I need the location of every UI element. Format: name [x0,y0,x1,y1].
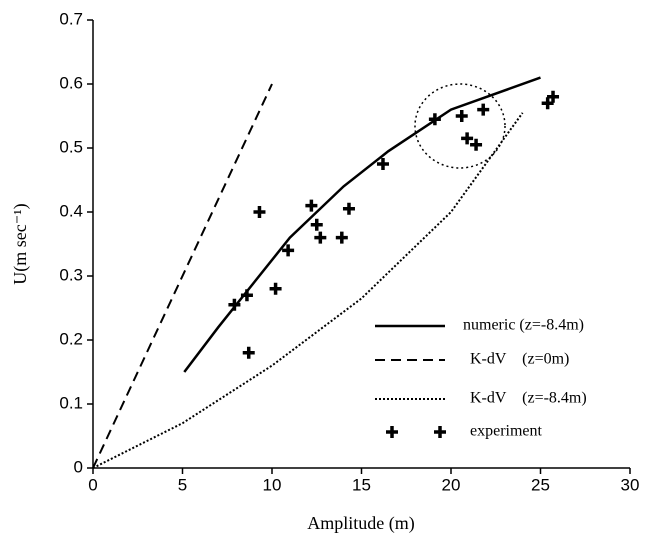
x-tick-label: 20 [442,475,461,494]
x-axis-label: Amplitude (m) [307,513,414,534]
y-tick-label: 0.1 [59,393,83,412]
y-tick-label: 0.7 [59,9,83,28]
y-axis-label: U(m sec⁻¹) [10,203,31,284]
series-line [92,112,524,469]
experiment-point [455,110,468,122]
y-tick-label: 0.6 [59,73,83,92]
experiment-point [310,218,323,231]
experiment-point [253,206,266,218]
legend-label: experiment [470,423,543,440]
experiment-point [305,199,318,212]
experiment-point [342,202,355,215]
legend-marker [386,426,398,438]
series-line [92,83,273,469]
highlight-circle [414,83,506,169]
legend-label: numeric (z=-8.4m) [463,317,584,334]
experiment-point [282,244,295,257]
experiment-point [314,231,327,244]
experiment-point [269,282,282,295]
experiment-point [547,90,560,103]
x-tick-label: 15 [352,475,371,494]
y-tick-label: 0.2 [59,329,83,348]
x-tick-label: 0 [88,475,97,494]
y-tick-label: 0.4 [59,201,83,220]
experiment-point [242,346,255,359]
legend-marker [434,426,446,438]
experiment-point [428,113,441,126]
experiment-point [461,132,474,145]
y-tick-label: 0 [74,457,83,476]
legend-label: K-dV (z=0m) [470,351,569,368]
series-line [183,76,541,373]
experiment-point [477,103,490,116]
x-tick-label: 10 [263,475,282,494]
y-tick-label: 0.3 [59,265,83,284]
x-tick-label: 5 [178,475,187,494]
x-tick-label: 25 [531,475,550,494]
y-tick-label: 0.5 [59,137,83,156]
experiment-point [470,138,483,151]
experiment-point [335,231,348,244]
experiment-point [240,289,253,302]
experiment-point [376,158,389,170]
x-tick-label: 30 [621,475,640,494]
experiment-point [228,298,241,311]
legend-label: K-dV (z=-8.4m) [470,390,587,407]
experiment-point [541,97,554,110]
